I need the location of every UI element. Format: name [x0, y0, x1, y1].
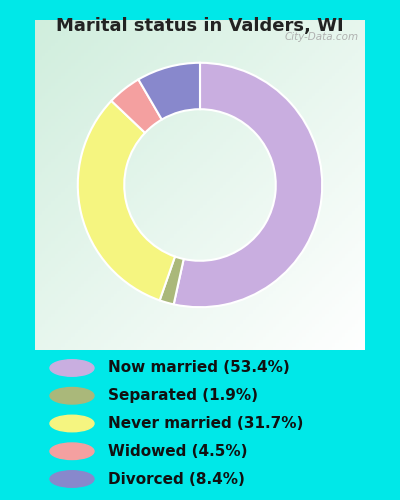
Wedge shape	[111, 80, 162, 133]
Circle shape	[50, 360, 94, 376]
Text: Now married (53.4%): Now married (53.4%)	[108, 360, 290, 376]
Text: Never married (31.7%): Never married (31.7%)	[108, 416, 303, 431]
Wedge shape	[174, 63, 322, 307]
Text: Separated (1.9%): Separated (1.9%)	[108, 388, 258, 403]
Circle shape	[50, 471, 94, 487]
Text: City-Data.com: City-Data.com	[285, 32, 359, 42]
Wedge shape	[78, 101, 175, 300]
Wedge shape	[160, 256, 184, 304]
Circle shape	[50, 443, 94, 460]
Text: Divorced (8.4%): Divorced (8.4%)	[108, 472, 245, 486]
Circle shape	[50, 415, 94, 432]
Text: Marital status in Valders, WI: Marital status in Valders, WI	[56, 18, 344, 36]
Circle shape	[50, 388, 94, 404]
Wedge shape	[138, 63, 200, 120]
Text: Widowed (4.5%): Widowed (4.5%)	[108, 444, 248, 459]
